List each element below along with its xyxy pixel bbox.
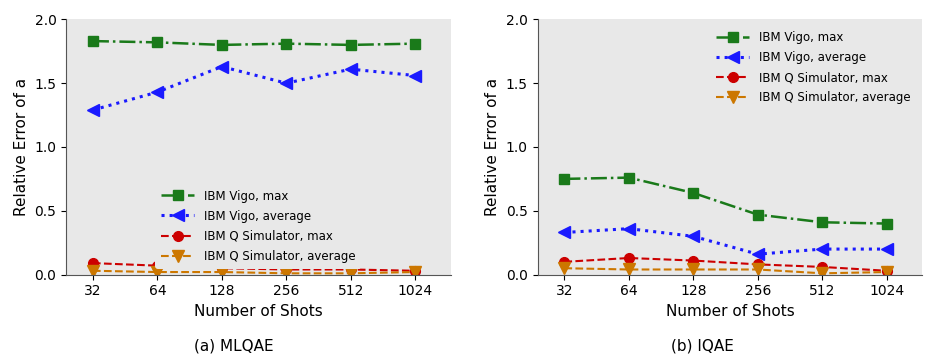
IBM Vigo, max <box>345 43 357 47</box>
Line: IBM Vigo, max: IBM Vigo, max <box>560 173 891 228</box>
IBM Vigo, max <box>410 41 421 46</box>
IBM Vigo, max <box>816 220 827 224</box>
IBM Vigo, average <box>410 73 421 78</box>
IBM Q Simulator, max <box>152 263 163 268</box>
IBM Q Simulator, average <box>816 271 827 275</box>
IBM Vigo, average <box>559 230 570 235</box>
IBM Q Simulator, max <box>688 258 699 263</box>
IBM Q Simulator, max <box>345 267 357 272</box>
IBM Vigo, average <box>688 234 699 239</box>
IBM Vigo, average <box>216 64 227 69</box>
IBM Q Simulator, max <box>816 265 827 269</box>
IBM Vigo, average <box>345 67 357 71</box>
X-axis label: Number of Shots: Number of Shots <box>665 304 795 319</box>
IBM Vigo, max <box>216 43 227 47</box>
IBM Vigo, average <box>881 247 892 251</box>
IBM Q Simulator, average <box>688 267 699 272</box>
IBM Vigo, average <box>281 81 292 85</box>
IBM Q Simulator, max <box>753 262 764 267</box>
Line: IBM Q Simulator, max: IBM Q Simulator, max <box>560 253 891 276</box>
IBM Q Simulator, max <box>410 269 421 273</box>
IBM Vigo, max <box>559 177 570 181</box>
IBM Vigo, average <box>152 90 163 94</box>
Line: IBM Q Simulator, average: IBM Q Simulator, average <box>559 263 892 279</box>
IBM Q Simulator, max <box>881 269 892 273</box>
Text: (b) IQAE: (b) IQAE <box>670 338 734 353</box>
IBM Vigo, max <box>281 41 292 46</box>
IBM Q Simulator, max <box>623 256 635 260</box>
IBM Q Simulator, average <box>623 267 635 272</box>
Line: IBM Q Simulator, max: IBM Q Simulator, max <box>88 258 420 276</box>
IBM Q Simulator, average <box>559 266 570 270</box>
Line: IBM Vigo, average: IBM Vigo, average <box>87 61 420 115</box>
IBM Vigo, max <box>881 222 892 226</box>
Line: IBM Vigo, average: IBM Vigo, average <box>559 223 892 260</box>
IBM Vigo, average <box>816 247 827 251</box>
IBM Vigo, average <box>753 252 764 256</box>
IBM Vigo, max <box>87 39 98 43</box>
IBM Q Simulator, average <box>410 270 421 274</box>
IBM Q Simulator, average <box>216 270 227 274</box>
Legend: IBM Vigo, max, IBM Vigo, average, IBM Q Simulator, max, IBM Q Simulator, average: IBM Vigo, max, IBM Vigo, average, IBM Q … <box>155 184 361 269</box>
Y-axis label: Relative Error of a: Relative Error of a <box>486 78 501 216</box>
IBM Vigo, average <box>87 108 98 112</box>
IBM Q Simulator, average <box>281 271 292 275</box>
IBM Q Simulator, max <box>87 261 98 265</box>
IBM Q Simulator, average <box>881 270 892 274</box>
Y-axis label: Relative Error of a: Relative Error of a <box>14 78 29 216</box>
IBM Vigo, max <box>753 212 764 217</box>
Legend: IBM Vigo, max, IBM Vigo, average, IBM Q Simulator, max, IBM Q Simulator, average: IBM Vigo, max, IBM Vigo, average, IBM Q … <box>710 25 916 110</box>
IBM Q Simulator, average <box>152 270 163 274</box>
IBM Q Simulator, max <box>216 266 227 270</box>
IBM Q Simulator, average <box>345 271 357 275</box>
IBM Q Simulator, average <box>753 267 764 272</box>
IBM Q Simulator, max <box>281 267 292 272</box>
IBM Q Simulator, average <box>87 269 98 273</box>
IBM Q Simulator, max <box>559 260 570 264</box>
Line: IBM Q Simulator, average: IBM Q Simulator, average <box>87 265 420 279</box>
IBM Vigo, max <box>152 40 163 45</box>
IBM Vigo, average <box>623 227 635 231</box>
Text: (a) MLQAE: (a) MLQAE <box>194 338 274 353</box>
Line: IBM Vigo, max: IBM Vigo, max <box>88 36 420 50</box>
IBM Vigo, max <box>688 191 699 195</box>
X-axis label: Number of Shots: Number of Shots <box>194 304 323 319</box>
IBM Vigo, max <box>623 176 635 180</box>
